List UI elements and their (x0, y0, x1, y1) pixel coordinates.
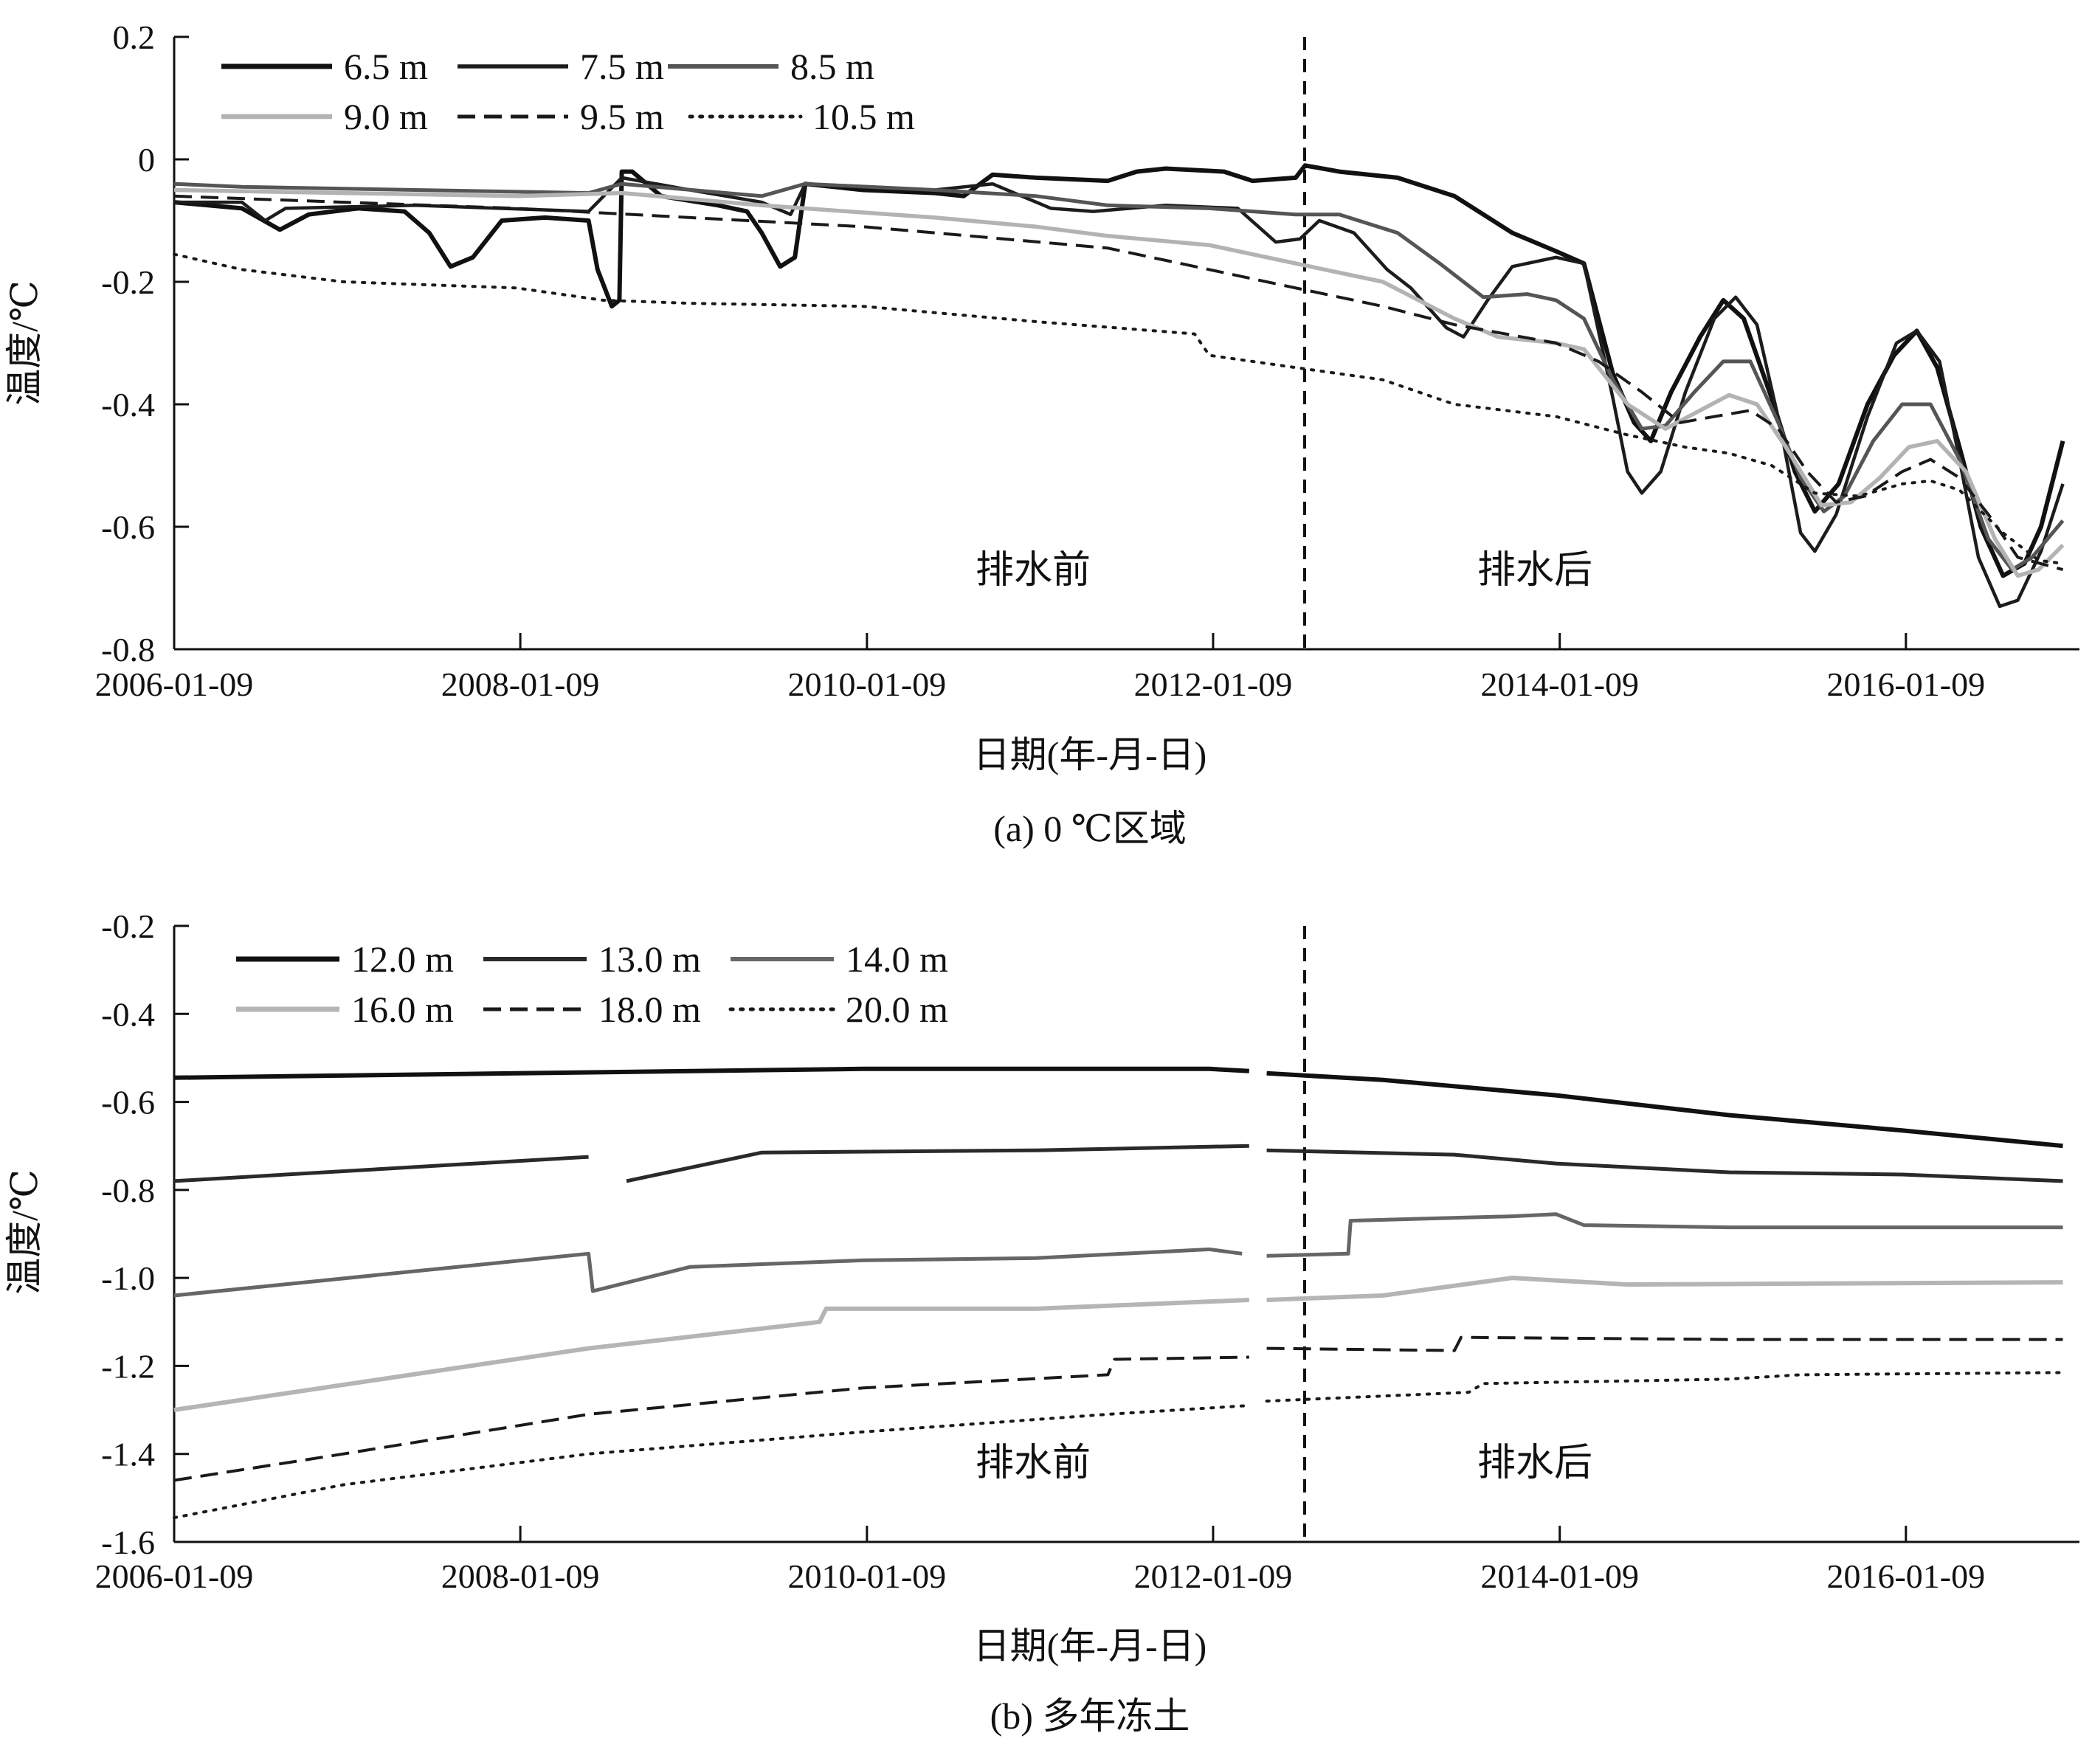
series-line (173, 181, 2065, 572)
series-8.5m (173, 181, 2065, 572)
legend-label: 10.5 m (812, 96, 915, 137)
y-tick-label: -1.2 (101, 1347, 155, 1385)
series-13.0m (173, 1144, 2063, 1183)
x-tick-label: 2008-01-09 (441, 1557, 600, 1595)
series-line (174, 176, 2065, 609)
series-12.0m (173, 1066, 2063, 1149)
legend-label: 6.5 m (344, 46, 428, 87)
annotation-1: 排水后 (1477, 550, 1592, 592)
series-9.0m (173, 187, 2065, 578)
panel-caption: (a) 0 ℃区域 (993, 808, 1186, 849)
series-20.0m (173, 1371, 2065, 1520)
x-tick-label: 2014-01-09 (1480, 665, 1639, 703)
x-tick-label: 2008-01-09 (441, 665, 600, 703)
x-axis-label: 日期(年-月-日) (973, 1625, 1207, 1667)
legend-label: 12.0 m (351, 938, 454, 980)
series-line (1266, 1070, 2063, 1149)
series-6.5m (173, 163, 2065, 578)
y-tick-label: -0.6 (101, 508, 155, 546)
x-tick-label: 2006-01-09 (95, 1557, 254, 1595)
series-14.0m (173, 1212, 2063, 1298)
legend-label: 14.0 m (846, 938, 948, 980)
x-tick-label: 2016-01-09 (1826, 665, 1985, 703)
series-line (173, 252, 2065, 565)
legend-label: 9.0 m (344, 96, 428, 137)
series-line (1266, 1276, 2063, 1302)
y-tick-label: -0.6 (101, 1084, 155, 1121)
x-tick-label: 2010-01-09 (788, 1557, 947, 1595)
series-line (1266, 1148, 2063, 1183)
series-line (1266, 1335, 2063, 1352)
series-line (173, 1355, 1249, 1482)
series-line (173, 1066, 1249, 1080)
x-tick-label: 2014-01-09 (1480, 1557, 1639, 1595)
panel-caption: (b) 多年冻土 (990, 1695, 1190, 1737)
annotation-0: 排水前 (976, 1442, 1091, 1484)
x-tick-label: 2012-01-09 (1134, 665, 1293, 703)
series-line (173, 1404, 1251, 1520)
legend-label: 18.0 m (598, 989, 701, 1030)
y-tick-label: -0.2 (101, 907, 155, 945)
series-16.0m (173, 1276, 2063, 1413)
y-tick-label: -0.4 (101, 995, 155, 1033)
series-line (173, 163, 2065, 578)
y-tick-label: -1.0 (101, 1259, 155, 1297)
series-7.5m (174, 176, 2065, 609)
y-axis-label: 温度/℃ (4, 280, 45, 406)
y-tick-label: 0.2 (113, 18, 156, 56)
annotation-0: 排水前 (976, 550, 1091, 592)
x-tick-label: 2006-01-09 (95, 665, 254, 703)
series-line (173, 1247, 1243, 1298)
panel-b: -0.2 -0.4 -0.6 -0.8 -1.0 -1.2 -1.4 -1.62006-01-… (4, 907, 2079, 1737)
legend-label: 16.0 m (351, 989, 454, 1030)
y-tick-label: -0.4 (101, 386, 155, 423)
y-tick-label: -0.8 (101, 631, 155, 668)
series-9.5m (173, 194, 2064, 572)
legend-label: 8.5 m (790, 46, 874, 87)
series-10.5m (173, 252, 2065, 565)
legend-label: 9.5 m (580, 96, 664, 137)
series-line (173, 1155, 589, 1183)
series-line (173, 187, 2065, 578)
y-tick-label: -0.2 (101, 263, 155, 301)
series-line (1266, 1212, 2063, 1258)
x-tick-label: 2012-01-09 (1134, 1557, 1293, 1595)
series-line (626, 1144, 1249, 1183)
x-tick-label: 2016-01-09 (1826, 1557, 1985, 1595)
y-tick-label: 0 (138, 141, 155, 179)
series-line (173, 194, 2064, 572)
series-18.0m (173, 1335, 2063, 1482)
annotation-1: 排水后 (1477, 1442, 1592, 1484)
x-tick-label: 2010-01-09 (788, 665, 947, 703)
legend-label: 20.0 m (846, 989, 948, 1030)
legend-label: 7.5 m (580, 46, 664, 87)
y-tick-label: -1.6 (101, 1523, 155, 1561)
y-tick-label: -0.8 (101, 1172, 155, 1209)
y-axis-label: 温度/℃ (4, 1169, 45, 1295)
legend-label: 13.0 m (598, 938, 701, 980)
series-line (173, 1298, 1249, 1413)
x-axis-label: 日期(年-月-日) (973, 734, 1207, 775)
series-line (1265, 1371, 2065, 1403)
y-tick-label: -1.4 (101, 1436, 155, 1473)
